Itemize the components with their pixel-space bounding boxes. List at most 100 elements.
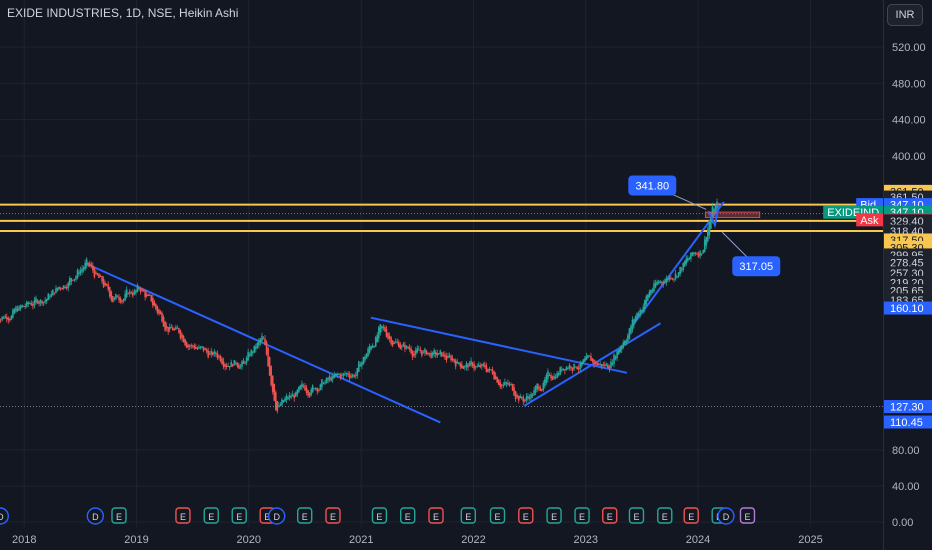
candle-body: [342, 373, 345, 376]
earnings-marker[interactable]: [574, 507, 590, 524]
resistance-zone[interactable]: [704, 211, 761, 218]
candle-body: [451, 358, 454, 361]
candle-body: [456, 361, 459, 364]
candle-body: [167, 327, 169, 332]
candle-body: [25, 301, 28, 307]
candle-body: [258, 340, 260, 346]
currency-button[interactable]: INR: [887, 4, 923, 26]
dividend-marker[interactable]: [0, 507, 10, 525]
candle-body: [307, 390, 309, 396]
candle-body: [619, 347, 621, 353]
earnings-marker[interactable]: [111, 507, 127, 524]
earnings-marker[interactable]: [546, 507, 562, 524]
candle-body: [225, 365, 228, 368]
candle-body: [244, 362, 246, 364]
candle-body: [139, 288, 142, 292]
candle-body: [520, 397, 523, 399]
event-marker-label: E: [607, 512, 613, 522]
candle-body: [593, 359, 595, 365]
candle-body: [627, 335, 629, 342]
candle-body: [382, 327, 385, 329]
earnings-marker[interactable]: [489, 507, 506, 524]
candle-body: [339, 374, 342, 378]
candle-body: [85, 259, 88, 266]
earnings-marker[interactable]: [460, 507, 476, 524]
earnings-marker[interactable]: [739, 507, 756, 524]
candle-body: [394, 341, 397, 344]
callout-box[interactable]: [628, 175, 677, 196]
candle-body: [505, 382, 508, 384]
earnings-marker[interactable]: [683, 507, 699, 524]
earnings-marker[interactable]: [231, 507, 247, 524]
candle-body: [231, 364, 234, 367]
earnings-marker[interactable]: [203, 507, 219, 524]
candle-body: [65, 287, 68, 289]
earnings-marker[interactable]: [400, 507, 416, 524]
candle-body: [437, 353, 440, 355]
price-axis[interactable]: 0.00 40.00 80.00 400.00 440.00 480.00 520.00: [892, 42, 926, 529]
candle-body: [287, 397, 289, 399]
candle-body: [196, 347, 199, 350]
callout-box[interactable]: [732, 256, 781, 277]
candle-body: [135, 290, 137, 293]
earnings-marker[interactable]: [371, 507, 388, 524]
event-marker-label: E: [116, 512, 122, 522]
earnings-marker[interactable]: [428, 507, 444, 524]
candle-body: [674, 273, 677, 279]
callout-text: 341.80: [635, 180, 669, 192]
time-axis[interactable]: 2018 2019 2020 2021 2022 2023 2024 2025: [12, 534, 823, 546]
price-label-box: [884, 301, 932, 315]
candle-body: [390, 337, 392, 344]
earnings-marker[interactable]: [518, 507, 534, 524]
event-markers[interactable]: DDEEEEEDEEEEEEEEEEEEEEEDE: [0, 507, 756, 525]
candle-body: [162, 317, 165, 327]
callouts[interactable]: 341.80 317.05: [628, 175, 781, 277]
candle-body: [441, 352, 443, 357]
horizontal-levels[interactable]: [0, 203, 883, 232]
earnings-marker[interactable]: [602, 507, 618, 524]
candle-body: [473, 364, 475, 369]
trendline[interactable]: [370, 316, 628, 374]
event-marker-label: E: [465, 512, 471, 522]
candle-body: [370, 346, 372, 350]
earnings-marker[interactable]: [657, 507, 673, 524]
candle-body: [465, 363, 468, 367]
dividend-marker[interactable]: [717, 507, 735, 525]
resistance-zone-box[interactable]: [704, 211, 761, 218]
dividend-marker[interactable]: [268, 507, 286, 525]
earnings-marker[interactable]: [628, 507, 645, 524]
candle-body: [261, 335, 263, 341]
candle-body: [19, 306, 22, 309]
price-label-box: [884, 415, 932, 429]
candle-body: [96, 273, 99, 276]
earnings-marker[interactable]: [297, 507, 313, 524]
candle-body: [536, 383, 538, 390]
candle-body: [321, 379, 323, 388]
candle-body: [402, 343, 405, 347]
candle-body: [591, 358, 594, 362]
candle-body: [168, 326, 171, 330]
candle-body: [87, 262, 90, 264]
candles: [0, 198, 720, 414]
candle-body: [439, 350, 442, 354]
projection-line[interactable]: [707, 204, 721, 229]
earnings-marker[interactable]: [175, 507, 191, 524]
candle-body: [110, 291, 113, 301]
trendline[interactable]: [631, 201, 725, 327]
time-tick-label: 2018: [12, 534, 36, 546]
dividend-marker[interactable]: [86, 507, 105, 525]
candle-body: [714, 205, 717, 212]
trendline[interactable]: [523, 322, 661, 407]
projection-path[interactable]: [707, 204, 721, 229]
candle-body: [399, 344, 402, 350]
candle-body: [683, 260, 686, 267]
candle-body: [374, 337, 377, 347]
candle-body: [610, 361, 612, 368]
candle-body: [78, 272, 80, 275]
candle-body: [378, 327, 380, 339]
candle-body: [576, 366, 578, 370]
candle-body: [507, 382, 509, 385]
earnings-marker[interactable]: [325, 507, 341, 524]
